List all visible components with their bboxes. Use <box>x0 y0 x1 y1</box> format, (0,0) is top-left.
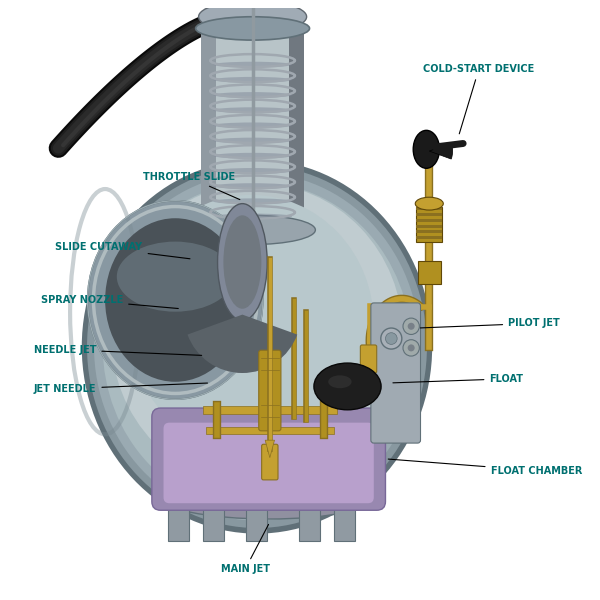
Text: FLOAT CHAMBER: FLOAT CHAMBER <box>388 459 582 476</box>
Circle shape <box>381 328 402 349</box>
Bar <box>416 230 442 233</box>
Text: THROTTLE SLIDE: THROTTLE SLIDE <box>143 172 240 200</box>
Ellipse shape <box>299 491 320 502</box>
Bar <box>416 206 442 242</box>
Ellipse shape <box>334 491 355 502</box>
Text: SPRAY NOZZLE: SPRAY NOZZLE <box>41 295 178 308</box>
FancyBboxPatch shape <box>371 303 421 443</box>
Bar <box>202 28 216 236</box>
FancyBboxPatch shape <box>259 350 281 431</box>
Ellipse shape <box>218 203 267 320</box>
Text: JET NEEDLE: JET NEEDLE <box>34 383 208 394</box>
Ellipse shape <box>247 491 268 502</box>
Ellipse shape <box>415 197 443 210</box>
Bar <box>419 264 440 267</box>
Text: COLD-START DEVICE: COLD-START DEVICE <box>423 64 535 134</box>
Ellipse shape <box>167 491 188 502</box>
Ellipse shape <box>223 215 262 309</box>
Ellipse shape <box>213 77 292 83</box>
Ellipse shape <box>87 166 427 528</box>
Text: PILOT JET: PILOT JET <box>421 319 560 328</box>
Ellipse shape <box>111 183 403 487</box>
Ellipse shape <box>328 376 352 388</box>
Ellipse shape <box>213 214 292 220</box>
Bar <box>299 497 320 541</box>
Ellipse shape <box>128 195 374 452</box>
Ellipse shape <box>213 183 292 189</box>
FancyBboxPatch shape <box>152 408 385 510</box>
Ellipse shape <box>203 491 224 502</box>
Bar <box>418 262 441 284</box>
Bar <box>334 497 355 541</box>
Polygon shape <box>265 440 275 458</box>
Circle shape <box>385 333 397 344</box>
Circle shape <box>407 323 415 330</box>
Circle shape <box>407 344 415 352</box>
Ellipse shape <box>158 472 380 519</box>
FancyBboxPatch shape <box>361 345 377 373</box>
Bar <box>416 236 442 239</box>
Ellipse shape <box>213 137 292 143</box>
Ellipse shape <box>103 182 411 511</box>
Circle shape <box>403 340 419 356</box>
Ellipse shape <box>94 173 420 521</box>
Text: SLIDE CUTAWAY: SLIDE CUTAWAY <box>55 242 190 259</box>
Text: MAIN JET: MAIN JET <box>221 524 270 574</box>
Bar <box>419 268 440 272</box>
Wedge shape <box>187 314 297 373</box>
Ellipse shape <box>213 62 292 68</box>
Bar <box>203 497 224 541</box>
FancyBboxPatch shape <box>262 444 278 480</box>
Text: FLOAT: FLOAT <box>393 374 523 384</box>
Ellipse shape <box>314 363 381 410</box>
Ellipse shape <box>213 199 292 204</box>
Bar <box>216 28 289 236</box>
Bar <box>416 213 442 216</box>
Bar <box>289 28 304 236</box>
Bar <box>416 224 442 227</box>
Circle shape <box>403 318 419 334</box>
Ellipse shape <box>213 168 292 174</box>
Ellipse shape <box>117 242 233 311</box>
Bar <box>247 497 268 541</box>
Bar <box>416 219 442 222</box>
Bar <box>203 406 337 414</box>
Bar <box>206 427 334 434</box>
Bar <box>419 273 440 277</box>
Ellipse shape <box>88 201 263 399</box>
Ellipse shape <box>213 122 292 128</box>
Wedge shape <box>429 143 452 159</box>
Ellipse shape <box>413 130 439 168</box>
Ellipse shape <box>213 107 292 113</box>
Ellipse shape <box>82 160 432 533</box>
Ellipse shape <box>213 153 292 158</box>
Ellipse shape <box>199 1 307 33</box>
Bar <box>167 497 188 541</box>
Ellipse shape <box>190 215 316 245</box>
Ellipse shape <box>196 17 310 40</box>
Bar <box>416 207 442 210</box>
Text: NEEDLE JET: NEEDLE JET <box>34 344 202 355</box>
Ellipse shape <box>105 218 245 382</box>
Ellipse shape <box>213 92 292 98</box>
FancyBboxPatch shape <box>164 422 374 503</box>
